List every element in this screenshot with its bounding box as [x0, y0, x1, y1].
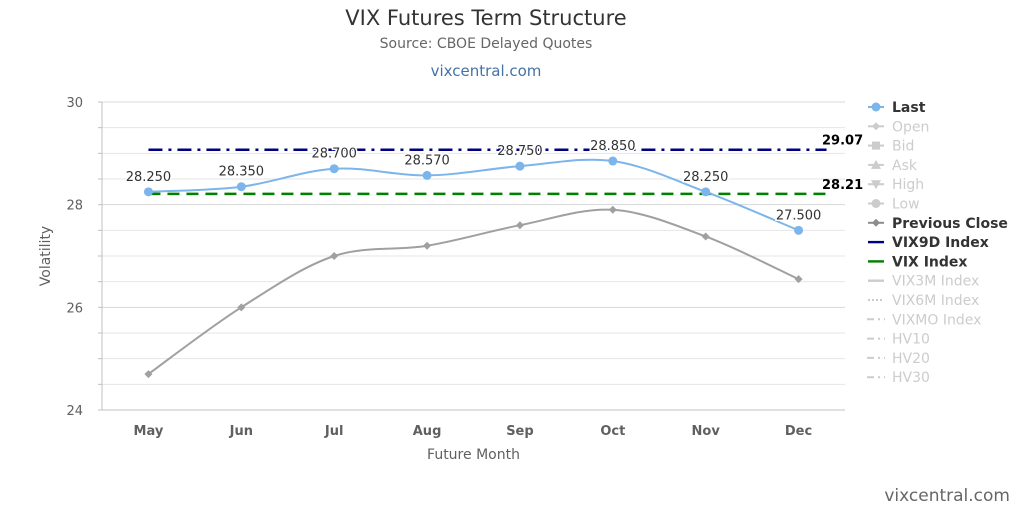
y-tick-label: 30: [66, 96, 83, 111]
data-point-previous-close[interactable]: [330, 252, 339, 260]
x-tick-label: Aug: [413, 424, 442, 439]
y-tick-label: 26: [66, 301, 83, 316]
legend-marker-previous-close: [872, 218, 880, 227]
y-tick-label: 24: [66, 404, 83, 419]
legend-item-vix3m-index[interactable]: VIX3M Index: [892, 274, 979, 290]
data-point-last[interactable]: [701, 187, 711, 197]
data-point-previous-close[interactable]: [701, 232, 710, 241]
reference-line-label: 29.07: [822, 134, 863, 149]
footer-credit[interactable]: vixcentral.com: [884, 486, 1010, 506]
chart-subtitle: Source: CBOE Delayed Quotes: [379, 36, 593, 52]
data-point-last[interactable]: [794, 225, 804, 235]
legend-item-hv20[interactable]: HV20: [892, 351, 930, 367]
legend-item-bid[interactable]: Bid: [892, 139, 914, 155]
y-tick-label: 28: [66, 199, 83, 214]
reference-line-label: 28.21: [822, 178, 863, 193]
legend-item-ask[interactable]: Ask: [892, 158, 918, 174]
legend-marker-high: [871, 180, 881, 190]
legend-marker-bid: [872, 141, 880, 150]
data-label: 28.850: [590, 139, 636, 154]
data-point-previous-close[interactable]: [237, 303, 246, 312]
data-point-previous-close[interactable]: [608, 205, 617, 214]
data-label: 27.500: [776, 208, 822, 223]
x-tick-label: Nov: [692, 424, 721, 439]
legend-marker-open: [872, 122, 880, 131]
legend-marker-ask: [871, 159, 881, 169]
series-line-previous-close: [147, 208, 799, 375]
legend-item-last[interactable]: Last: [892, 100, 926, 116]
legend-item-vixmo-index[interactable]: VIXMO Index: [892, 312, 981, 328]
data-label: 28.250: [683, 170, 729, 185]
legend-item-vix6m-index[interactable]: VIX6M Index: [892, 293, 979, 309]
x-tick-label: Oct: [600, 424, 625, 439]
x-tick-label: Jun: [229, 424, 253, 439]
x-tick-label: Dec: [785, 424, 812, 439]
data-label: 28.750: [497, 144, 543, 159]
y-axis-label: Volatility: [38, 226, 54, 286]
data-point-last[interactable]: [143, 187, 153, 197]
data-label: 28.570: [404, 153, 450, 168]
legend-item-open[interactable]: Open: [892, 119, 929, 135]
x-tick-label: Sep: [506, 424, 534, 439]
legend-item-vix9d-index[interactable]: VIX9D Index: [892, 235, 989, 251]
data-point-last[interactable]: [422, 170, 432, 180]
site-link[interactable]: vixcentral.com: [430, 62, 542, 80]
x-tick-label: May: [134, 424, 164, 439]
legend-item-low[interactable]: Low: [892, 197, 920, 213]
x-axis-label: Future Month: [427, 447, 520, 463]
data-point-previous-close[interactable]: [794, 275, 803, 284]
legend-item-high[interactable]: High: [892, 177, 924, 193]
data-label: 28.700: [311, 147, 357, 162]
x-tick-label: Jul: [324, 424, 344, 439]
legend-item-vix-index[interactable]: VIX Index: [892, 254, 967, 270]
data-point-previous-close[interactable]: [423, 241, 432, 250]
legend-item-hv10[interactable]: HV10: [892, 332, 930, 348]
legend-marker-low: [871, 199, 881, 208]
data-point-previous-close[interactable]: [515, 221, 524, 230]
data-point-previous-close[interactable]: [144, 370, 153, 379]
legend-marker-last: [871, 102, 881, 112]
data-label: 28.350: [219, 165, 265, 180]
data-point-last[interactable]: [515, 161, 525, 171]
legend-item-previous-close[interactable]: Previous Close: [892, 216, 1008, 232]
data-point-last[interactable]: [236, 182, 246, 192]
chart-title: VIX Futures Term Structure: [345, 6, 627, 30]
data-point-last[interactable]: [329, 164, 339, 174]
data-point-last[interactable]: [608, 156, 618, 166]
data-label: 28.250: [126, 170, 172, 185]
legend-item-hv30[interactable]: HV30: [892, 370, 930, 386]
